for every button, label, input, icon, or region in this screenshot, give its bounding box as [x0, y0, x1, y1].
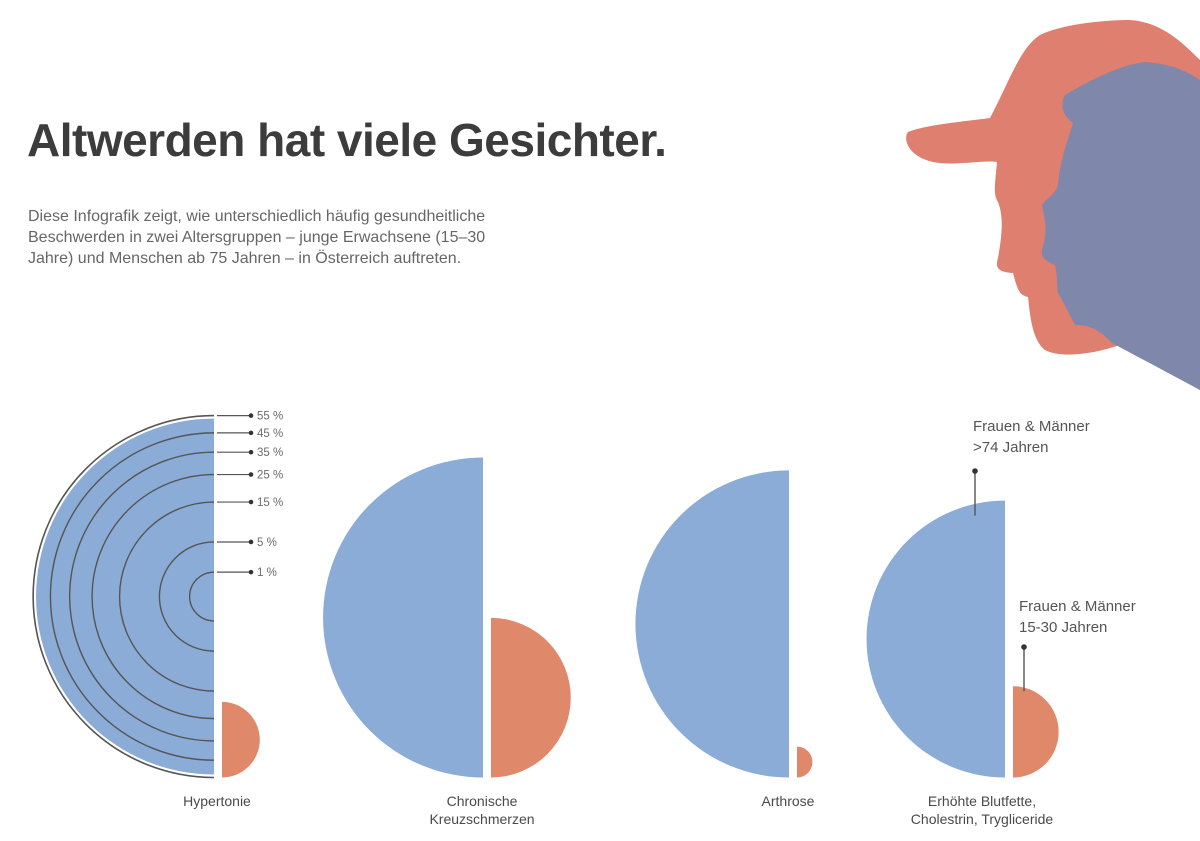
younger-semicircle [797, 746, 813, 778]
older-semicircle [635, 470, 789, 778]
category-label: Kreuzschmerzen [429, 811, 534, 827]
category-label: Erhöhte Blutfette, [928, 793, 1036, 809]
scale-ring [188, 571, 215, 622]
older-semicircle [866, 500, 1005, 778]
category-label: Chronische [447, 793, 518, 809]
scale-tick-label: 55 % [257, 411, 283, 423]
scale-leader-dot [248, 472, 254, 477]
scale-tick-label: 15 % [257, 497, 283, 509]
legend-label: >74 Jahren [973, 439, 1048, 456]
scale-leader-dot [248, 449, 254, 455]
scale-tick-label: 35 % [257, 447, 283, 459]
legend-label: Frauen & Männer [1019, 598, 1136, 615]
legend-leader-dot [972, 468, 978, 474]
scale-ring [49, 432, 215, 761]
scale-tick-label: 5 % [257, 537, 277, 549]
head-silhouettes-illustration [906, 20, 1200, 390]
legend-leader-dot [1021, 644, 1027, 650]
scale-ring [91, 473, 215, 720]
younger-semicircle [222, 701, 260, 778]
older-semicircle [323, 457, 483, 778]
category-group: Erhöhte Blutfette, Cholestrin, Trygliceri… [866, 500, 1059, 827]
scale-ring [118, 501, 215, 692]
category-group: Chronische Kreuzschmerzen [323, 457, 571, 827]
category-label: Hypertonie [183, 793, 251, 809]
category-group: Hypertonie [36, 418, 260, 809]
legend-label: Frauen & Männer [973, 418, 1090, 435]
scale-leader-dot [248, 413, 254, 418]
legend-label: 15-30 Jahren [1019, 619, 1107, 636]
scale-leader-dot [248, 499, 254, 505]
category-group: Arthrose [635, 470, 815, 809]
scale-tick-label: 25 % [257, 470, 283, 482]
scale-leader-dot [248, 569, 254, 575]
old-head-silhouette-icon [1041, 62, 1200, 390]
intro-text: Diese Infografik zeigt, wie unterschiedl… [28, 208, 486, 267]
category-label: Arthrose [762, 793, 815, 809]
older-semicircle [36, 418, 215, 775]
younger-semicircle [491, 617, 571, 778]
scale-tick-label: 1 % [257, 567, 277, 579]
younger-semicircle [1013, 686, 1059, 778]
scale-ring [32, 414, 215, 779]
scale-tick-label: 45 % [257, 428, 283, 440]
scale-ring [68, 451, 215, 742]
scale-ring [158, 541, 215, 652]
category-label: Cholestrin, Trygliceride [911, 811, 1054, 827]
scale-leader-dot [248, 539, 254, 545]
page-title: Altwerden hat viele Gesichter. [27, 114, 667, 166]
scale-leader-dot [248, 430, 254, 436]
